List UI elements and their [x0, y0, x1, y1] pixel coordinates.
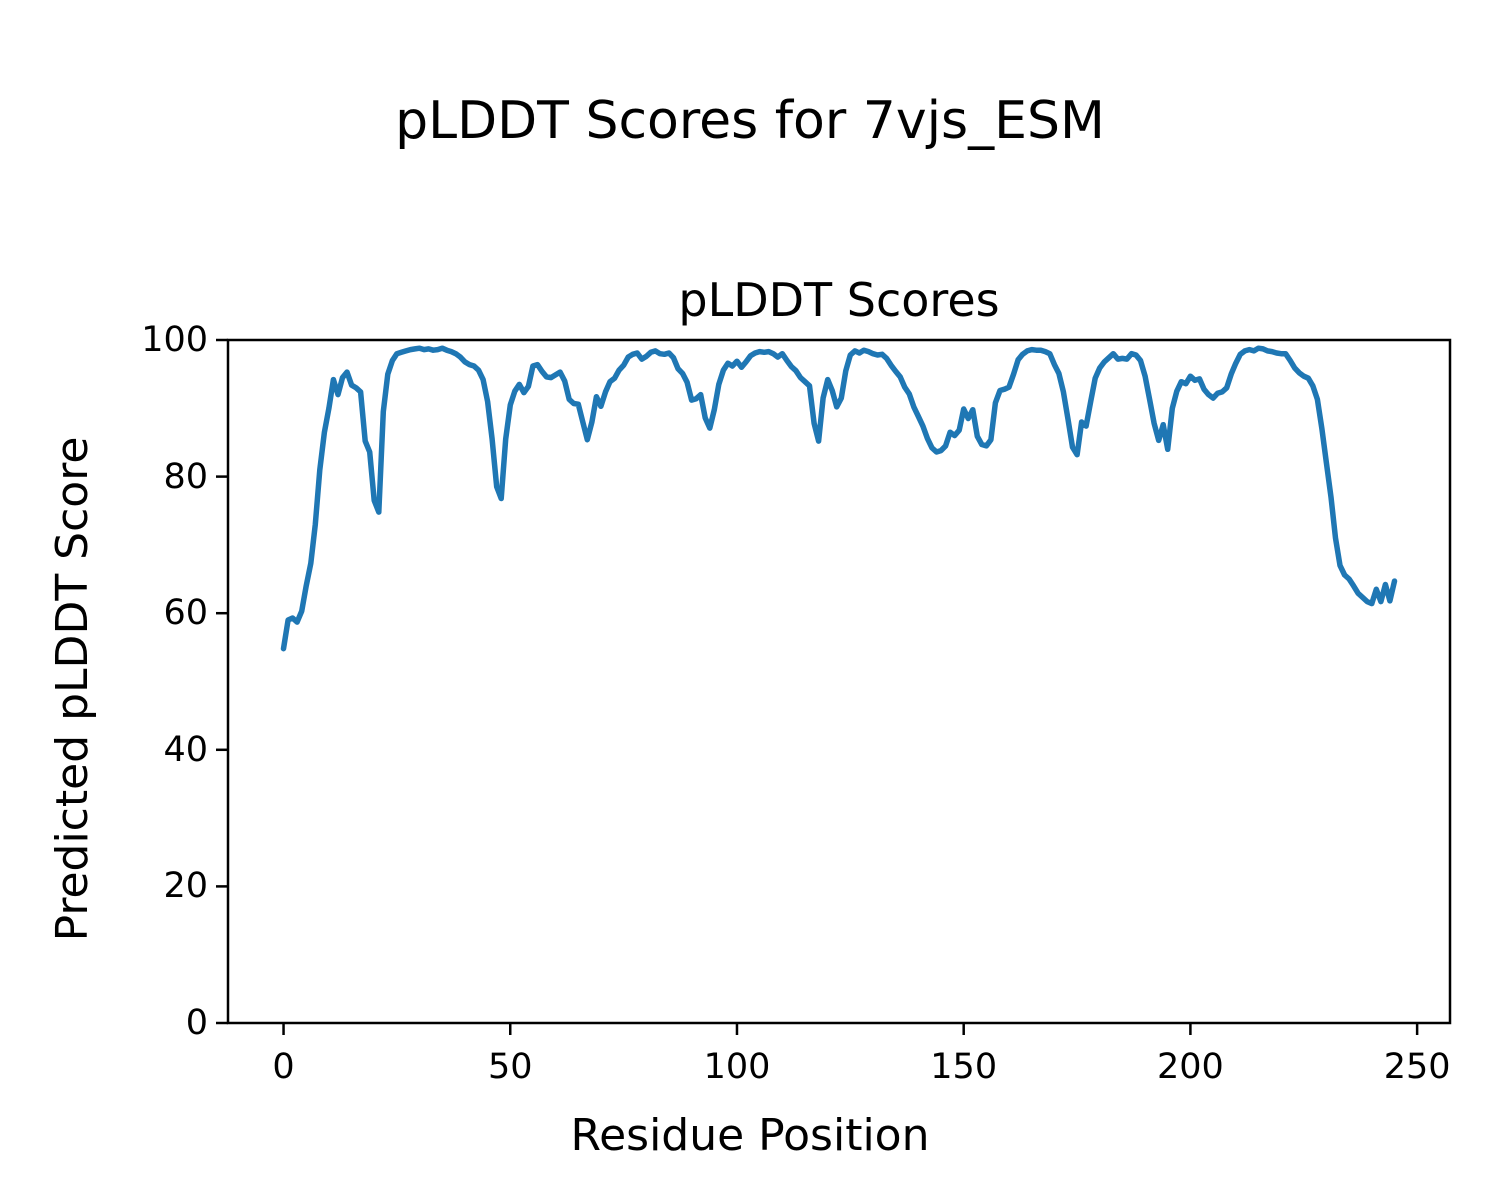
- y-tick-label: 0: [185, 1003, 208, 1043]
- plddt-line: [280, 345, 1398, 652]
- axes-title: pLDDT Scores: [678, 273, 1000, 327]
- y-tick-label: 20: [163, 866, 208, 907]
- y-axis-label: Predicted pLDDT Score: [47, 436, 98, 942]
- y-tick-label: 100: [141, 320, 208, 360]
- x-tick-label: 50: [488, 1047, 533, 1087]
- y-tick-label: 80: [163, 456, 208, 497]
- x-tick-label: 100: [703, 1047, 771, 1087]
- y-tick-label: 40: [163, 729, 208, 770]
- x-axis-label: Residue Position: [570, 1110, 930, 1161]
- tick-marks: [216, 338, 1419, 1035]
- x-tick-label: 200: [1156, 1047, 1224, 1087]
- x-tick-label: 250: [1383, 1047, 1451, 1087]
- y-tick-label: 60: [163, 593, 208, 634]
- plot-spines: [226, 338, 1452, 1025]
- x-tick-label: 150: [930, 1047, 998, 1087]
- figure-title: pLDDT Scores for 7vjs_ESM: [395, 91, 1105, 151]
- x-tick-label: 0: [272, 1047, 295, 1087]
